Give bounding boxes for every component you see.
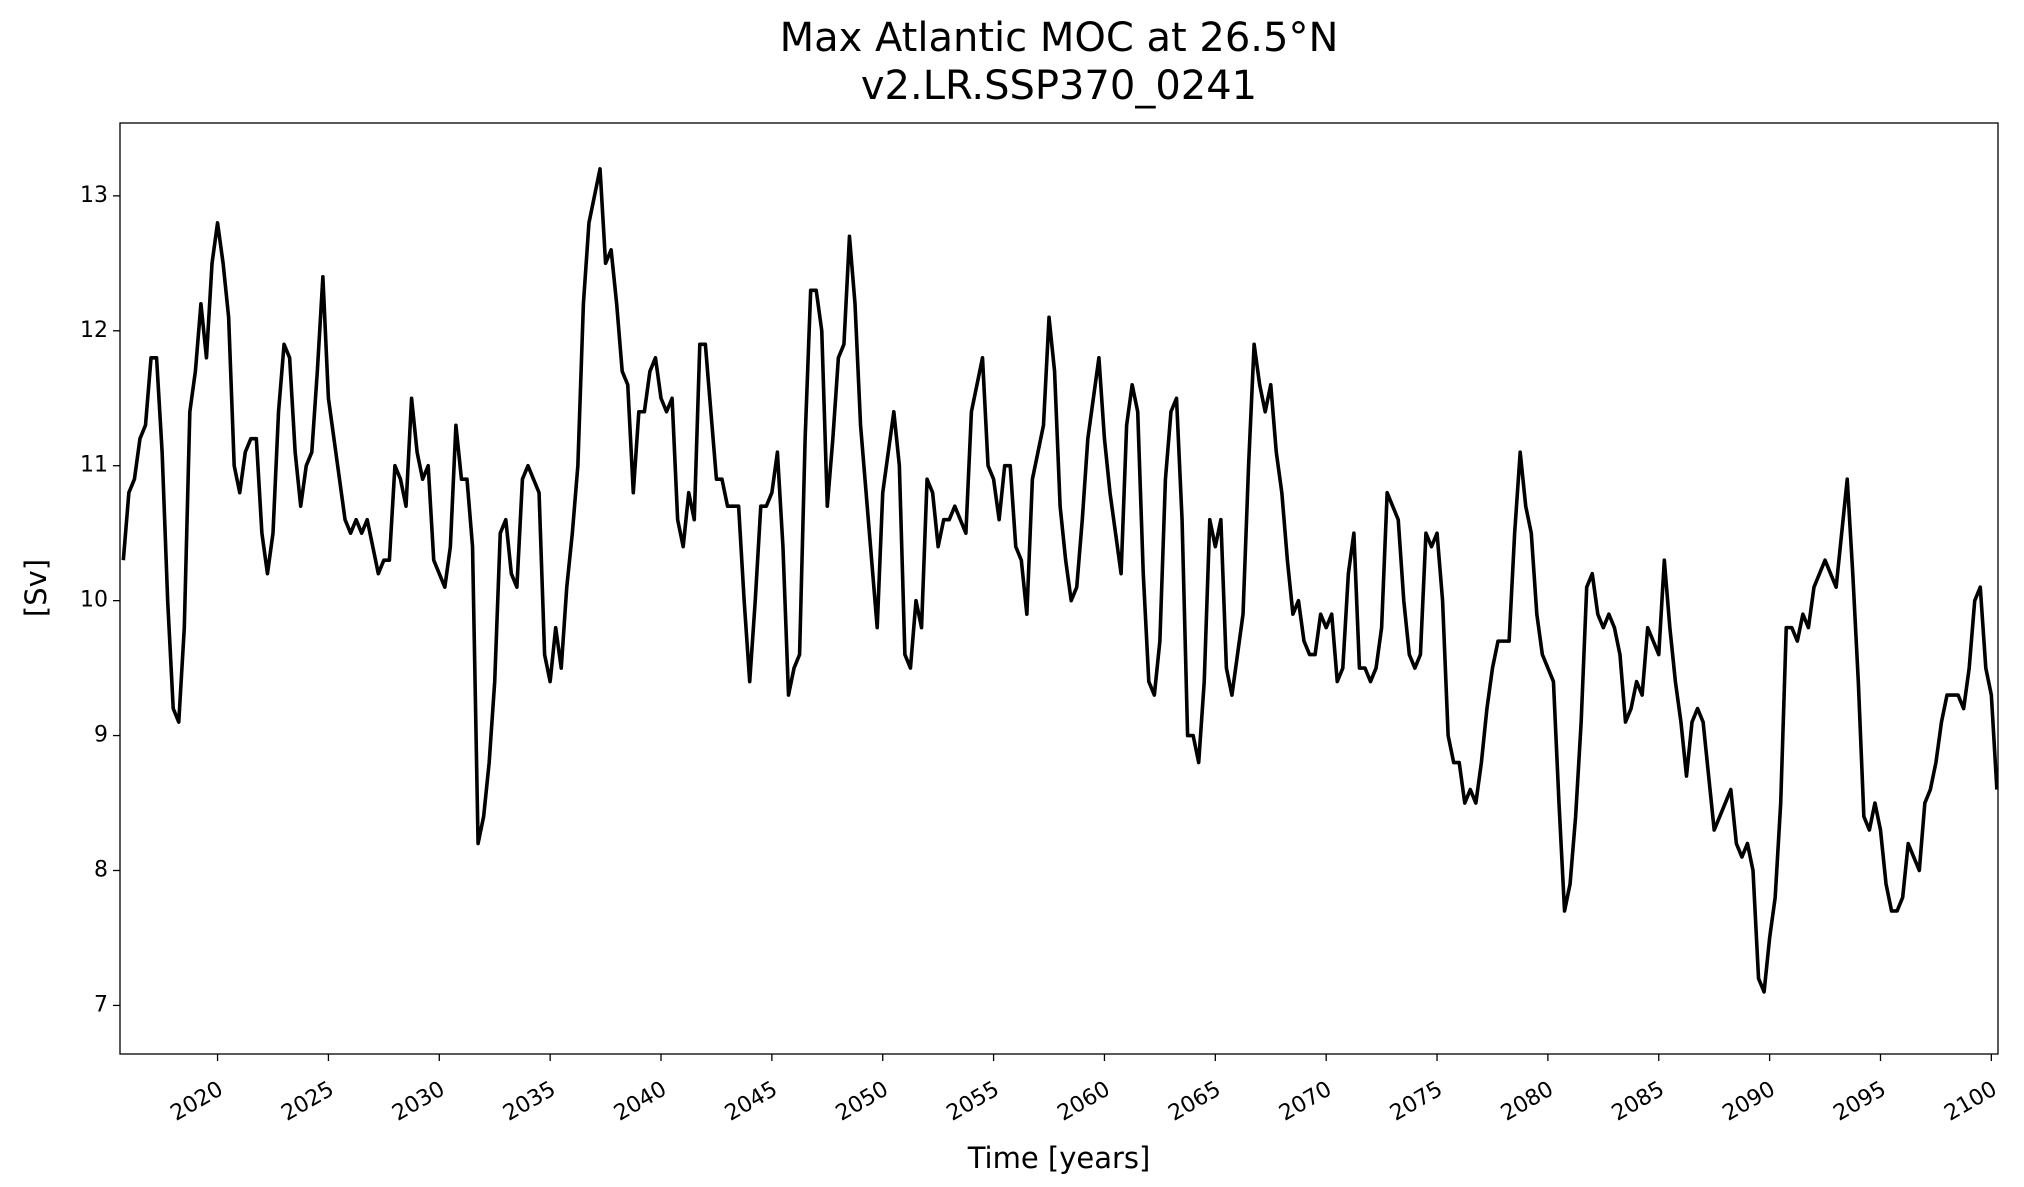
y-axis-label: [Sv] [19, 559, 53, 617]
x-tick-label: 2025 [277, 1077, 338, 1127]
y-tick-label: 11 [80, 453, 108, 478]
x-tick-label: 2090 [1719, 1077, 1780, 1127]
x-tick-label: 2075 [1386, 1077, 1447, 1127]
x-tick-label: 2065 [1164, 1077, 1225, 1127]
x-tick-label: 2030 [388, 1077, 449, 1127]
y-tick-label: 9 [94, 723, 108, 748]
data-line [121, 167, 1998, 994]
x-tick-label: 2055 [943, 1077, 1004, 1127]
x-tick-label: 2085 [1608, 1077, 1669, 1127]
x-tick-label: 2070 [1275, 1077, 1336, 1127]
x-tick-label: 2060 [1053, 1077, 1114, 1127]
x-tick-label: 2040 [610, 1077, 671, 1127]
chart-title: Max Atlantic MOC at 26.5°N [780, 15, 1339, 61]
x-tick-label: 2045 [721, 1077, 782, 1127]
y-tick-label: 13 [80, 183, 108, 208]
x-tick-label: 2080 [1497, 1077, 1558, 1127]
x-axis-label: Time [years] [967, 1141, 1151, 1175]
y-tick-label: 8 [94, 857, 108, 882]
x-tick-label: 2050 [832, 1077, 893, 1127]
x-tick-label: 2100 [1940, 1077, 2001, 1127]
y-tick-label: 10 [80, 588, 108, 613]
y-tick-label: 7 [94, 992, 108, 1017]
chart-subtitle: v2.LR.SSP370_0241 [861, 63, 1257, 109]
x-tick-label: 2095 [1829, 1077, 1890, 1127]
x-tick-label: 2020 [167, 1077, 228, 1127]
x-tick-label: 2035 [499, 1077, 560, 1127]
plot-frame [119, 122, 1999, 1055]
y-tick-label: 12 [80, 318, 108, 343]
